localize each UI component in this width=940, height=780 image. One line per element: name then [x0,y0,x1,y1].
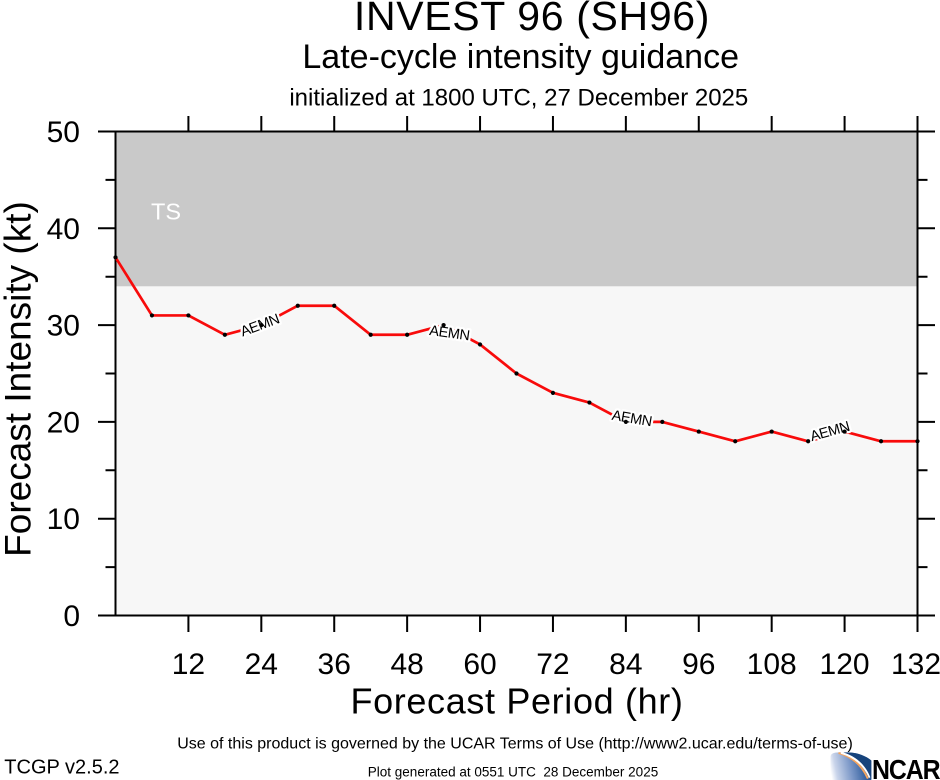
svg-text:Plot generated at 0551 UTC 28: Plot generated at 0551 UTC 28 December 2… [368,764,658,779]
svg-text:initialized at 1800 UTC, 27 De: initialized at 1800 UTC, 27 December 202… [289,84,748,111]
svg-text:INVEST 96 (SH96): INVEST 96 (SH96) [354,0,710,39]
svg-text:84: 84 [609,648,642,681]
svg-text:108: 108 [747,648,797,681]
svg-text:20: 20 [47,406,80,439]
svg-text:60: 60 [463,648,496,681]
svg-text:36: 36 [318,648,351,681]
svg-text:12: 12 [172,648,205,681]
svg-text:50: 50 [47,116,80,149]
svg-text:Forecast Intensity (kt): Forecast Intensity (kt) [0,201,39,557]
svg-text:40: 40 [47,213,80,246]
svg-text:TCGP v2.5.2: TCGP v2.5.2 [4,757,119,779]
svg-text:48: 48 [390,648,423,681]
svg-text:NCAR: NCAR [872,754,940,780]
svg-text:24: 24 [245,648,278,681]
svg-text:Use of this product is governe: Use of this product is governed by the U… [177,736,853,753]
svg-text:Late-cycle intensity guidance: Late-cycle intensity guidance [302,38,739,76]
svg-text:30: 30 [47,310,80,343]
svg-text:120: 120 [820,648,870,681]
svg-text:TS: TS [151,199,181,225]
svg-text:132: 132 [891,648,940,681]
svg-text:72: 72 [536,648,569,681]
svg-text:Forecast Period (hr): Forecast Period (hr) [350,681,683,722]
svg-text:0: 0 [63,600,80,633]
svg-text:10: 10 [47,503,80,536]
svg-text:96: 96 [682,648,715,681]
